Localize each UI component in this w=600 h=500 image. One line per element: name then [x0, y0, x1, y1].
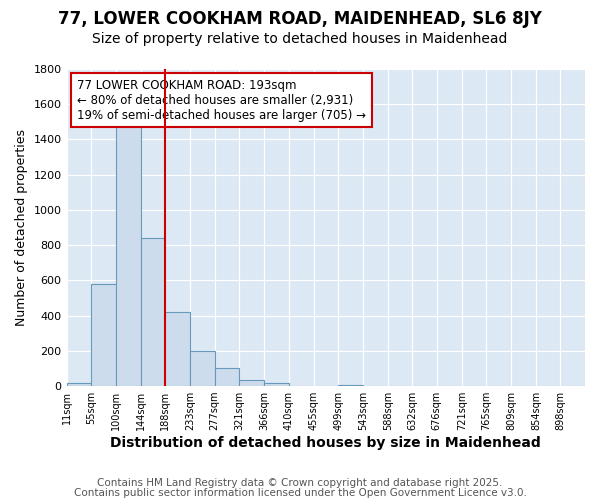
Bar	[190, 351, 215, 386]
Bar	[264, 384, 289, 386]
Text: 77, LOWER COOKHAM ROAD, MAIDENHEAD, SL6 8JY: 77, LOWER COOKHAM ROAD, MAIDENHEAD, SL6 …	[58, 10, 542, 28]
Bar	[165, 312, 190, 386]
Bar	[67, 384, 91, 386]
Text: Size of property relative to detached houses in Maidenhead: Size of property relative to detached ho…	[92, 32, 508, 46]
Text: Contains public sector information licensed under the Open Government Licence v3: Contains public sector information licen…	[74, 488, 526, 498]
Bar	[91, 284, 116, 386]
Bar	[239, 380, 264, 386]
Text: Contains HM Land Registry data © Crown copyright and database right 2025.: Contains HM Land Registry data © Crown c…	[97, 478, 503, 488]
Bar	[215, 368, 239, 386]
Bar	[116, 127, 140, 386]
Bar	[338, 385, 363, 386]
Bar	[140, 238, 165, 386]
X-axis label: Distribution of detached houses by size in Maidenhead: Distribution of detached houses by size …	[110, 436, 541, 450]
Y-axis label: Number of detached properties: Number of detached properties	[15, 129, 28, 326]
Text: 77 LOWER COOKHAM ROAD: 193sqm
← 80% of detached houses are smaller (2,931)
19% o: 77 LOWER COOKHAM ROAD: 193sqm ← 80% of d…	[77, 78, 366, 122]
